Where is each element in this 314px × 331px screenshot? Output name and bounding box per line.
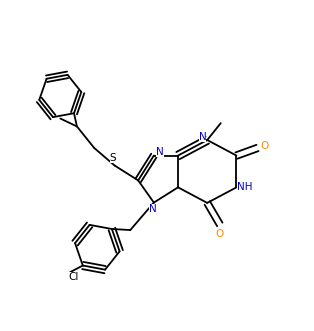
Text: N: N	[156, 147, 164, 157]
Text: Cl: Cl	[68, 272, 78, 282]
Text: S: S	[110, 153, 116, 163]
Text: NH: NH	[237, 182, 253, 192]
Text: N: N	[149, 204, 157, 213]
Text: O: O	[216, 229, 224, 239]
Text: O: O	[260, 141, 268, 151]
Text: N: N	[199, 132, 206, 142]
